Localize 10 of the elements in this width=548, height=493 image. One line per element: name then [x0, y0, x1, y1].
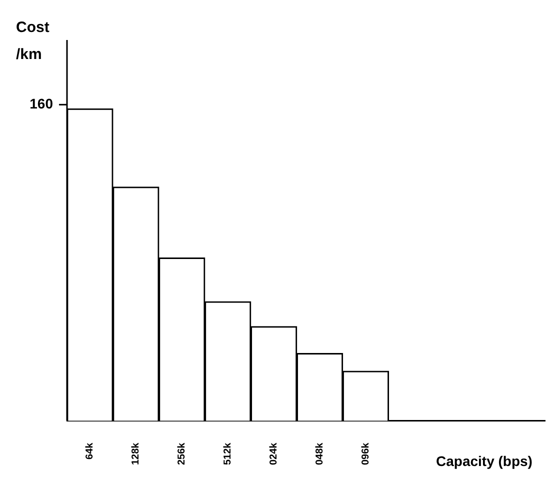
x-tick-label: 024k — [268, 442, 280, 466]
x-axis-title: Capacity (bps) — [436, 453, 532, 469]
y-axis-title: Cost /km — [16, 18, 50, 65]
text: 160 — [30, 96, 54, 112]
x-tick-label: 256k — [176, 442, 188, 466]
x-tick-label: 128k — [130, 442, 142, 466]
x-tick-label: 048k — [314, 442, 326, 466]
x-tick-label: 096k — [360, 442, 372, 466]
x-tick-label: 512k — [222, 442, 234, 466]
x-tick-label: 64k — [84, 442, 96, 460]
